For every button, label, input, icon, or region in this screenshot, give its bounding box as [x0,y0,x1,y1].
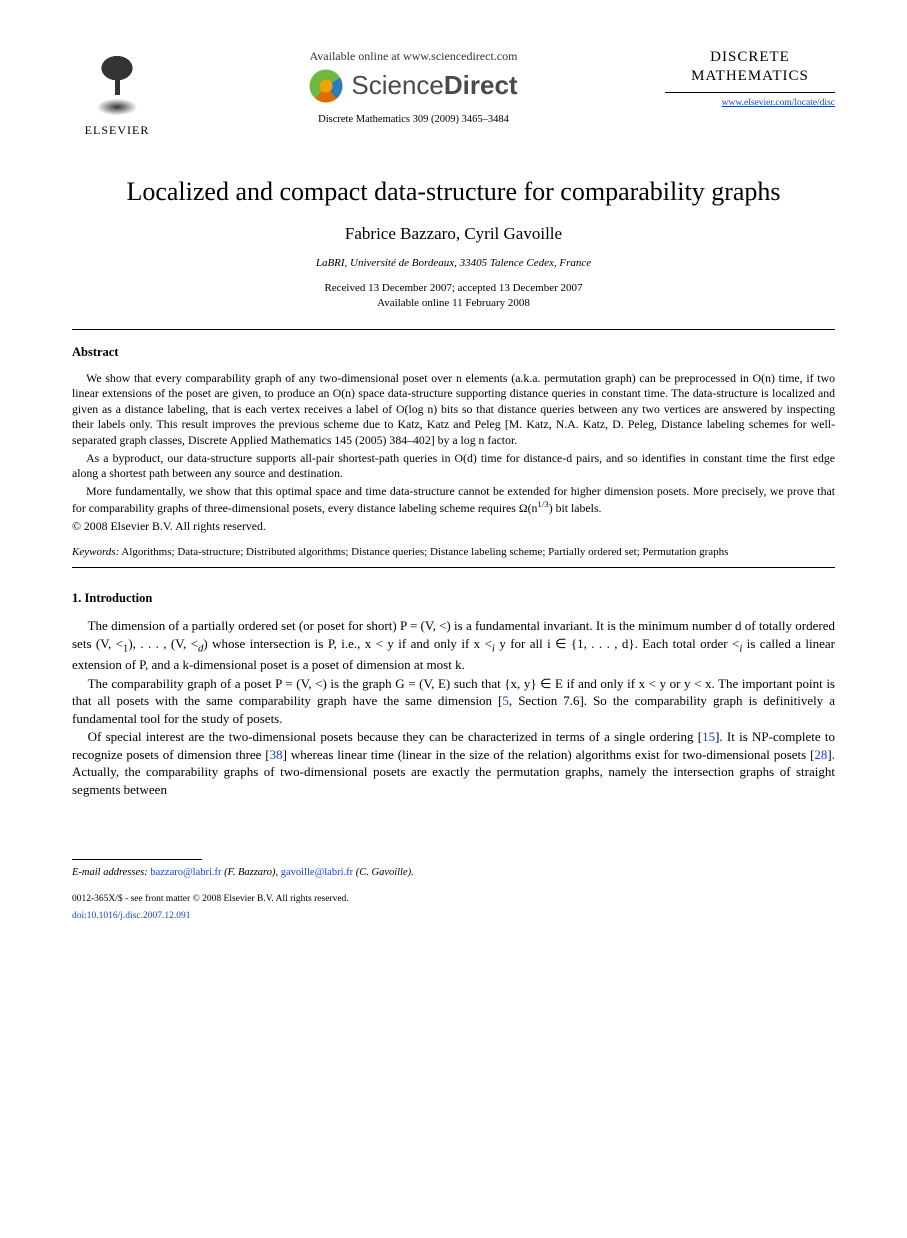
section-heading-introduction: 1. Introduction [72,590,835,607]
publisher-label: ELSEVIER [72,122,162,138]
sd-word-right: Direct [444,70,518,100]
affiliation: LaBRI, Université de Bordeaux, 33405 Tal… [72,256,835,271]
author-list: Fabrice Bazzaro, Cyril Gavoille [72,223,835,246]
citation-ref-28[interactable]: 28 [814,747,827,762]
abs-p3-a: More fundamentally, we show that this op… [72,484,835,515]
keywords-block: Keywords: Algorithms; Data-structure; Di… [72,545,835,560]
article-title: Localized and compact data-structure for… [72,176,835,207]
introduction-body: The dimension of a partially ordered set… [72,617,835,798]
dates-online: Available online 11 February 2008 [72,296,835,311]
dates-received-accepted: Received 13 December 2007; accepted 13 D… [72,281,835,296]
intro-p1-c: ) whose intersection is P, i.e., x < y i… [203,636,492,651]
journal-title-block: DISCRETE MATHEMATICS www.elsevier.com/lo… [665,48,835,109]
abstract-body: We show that every comparability graph o… [72,371,835,535]
citation-line: Discrete Mathematics 309 (2009) 3465–348… [174,113,653,127]
abstract-para-2: As a byproduct, our data-structure suppo… [72,451,835,482]
intro-para-1: The dimension of a partially ordered set… [72,617,835,673]
email-link-bazzaro[interactable]: bazzaro@labri.fr [150,867,221,878]
page-header: ELSEVIER Available online at www.science… [72,48,835,138]
sciencedirect-logo: ScienceDirect [309,68,517,103]
intro-p1-d: y for all i ∈ {1, . . . , d}. Each total… [495,636,739,651]
sd-word-left: Science [351,70,444,100]
copyright-line: © 2008 Elsevier B.V. All rights reserved… [72,519,835,535]
intro-p3-a: Of special interest are the two-dimensio… [88,729,702,744]
email-label: E-mail addresses: [72,867,148,878]
footnote-rule [72,859,202,860]
corresponding-emails: E-mail addresses: bazzaro@labri.fr (F. B… [72,866,835,880]
publisher-logo-block: ELSEVIER [72,48,162,138]
journal-name-line1: DISCRETE [665,48,835,67]
keywords-text: Algorithms; Data-structure; Distributed … [119,546,728,558]
journal-name-line2: MATHEMATICS [665,67,835,86]
sciencedirect-swirl-icon [309,69,343,103]
sciencedirect-wordmark: ScienceDirect [351,68,517,103]
abs-p3-exp: 1/3 [537,499,548,509]
header-center: Available online at www.sciencedirect.co… [162,48,665,127]
doi-link[interactable]: doi:10.1016/j.disc.2007.12.091 [72,911,191,921]
journal-homepage-link[interactable]: www.elsevier.com/locate/disc [665,97,835,110]
rule-above-abstract [72,329,835,330]
intro-p3-c: ] whereas linear time (linear in the siz… [283,747,815,762]
abstract-heading: Abstract [72,344,835,361]
citation-ref-38[interactable]: 38 [270,747,283,762]
rule-below-keywords [72,567,835,568]
abstract-para-1: We show that every comparability graph o… [72,371,835,449]
email-who-2: (C. Gavoille). [353,867,414,878]
elsevier-tree-icon [87,48,147,120]
email-link-gavoille[interactable]: gavoille@labri.fr [281,867,353,878]
available-online-text: Available online at www.sciencedirect.co… [174,48,653,64]
front-matter-line: 0012-365X/$ - see front matter © 2008 El… [72,893,835,906]
abstract-para-3: More fundamentally, we show that this op… [72,484,835,517]
abs-p3-b: ) bit labels. [549,501,602,515]
email-who-1: (F. Bazzaro), [222,867,281,878]
journal-rule [665,92,835,93]
intro-p1-b: ), . . . , (V, < [128,636,198,651]
keywords-label: Keywords: [72,546,119,558]
article-dates: Received 13 December 2007; accepted 13 D… [72,281,835,311]
citation-ref-15[interactable]: 15 [702,729,715,744]
intro-para-3: Of special interest are the two-dimensio… [72,728,835,798]
intro-para-2: The comparability graph of a poset P = (… [72,675,835,728]
